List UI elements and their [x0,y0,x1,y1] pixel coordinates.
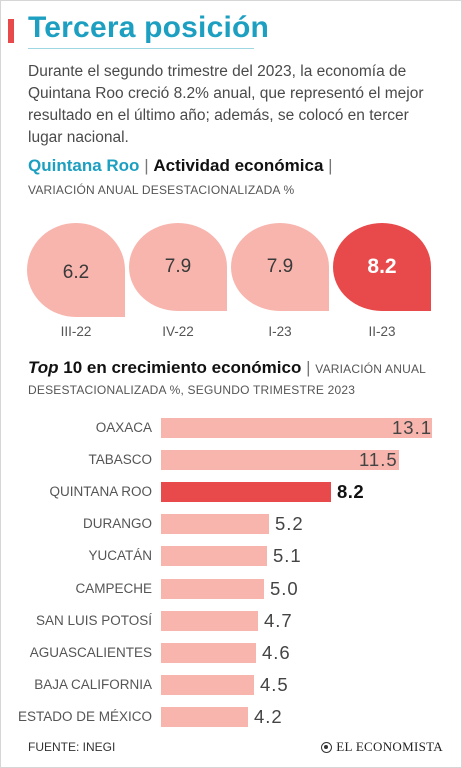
brand-icon [321,741,333,753]
ranking-row: DURANGO 5.2 [1,512,461,536]
growth-bar [161,610,258,631]
ranking-row: TABASCO 11.5 [1,448,461,472]
growth-bar [161,482,331,503]
state-label: BAJA CALIFORNIA [34,676,152,692]
page-title: Tercera posición [28,11,270,44]
growth-value-label: 4.5 [260,673,289,695]
title-separator: | [306,358,311,377]
state-label: DURANGO [82,516,152,532]
quarterly-chart-place: Quintana Roo [28,156,140,175]
intro-paragraph: Durante el segundo trimestre del 2023, l… [28,63,424,146]
growth-bar [161,706,248,727]
quarter-label-i-23: I-23 [268,324,292,339]
quarter-value-ii-23: 8.2 [333,223,431,311]
quarterly-chart-topic: Actividad económica [153,156,324,175]
quarterly-chart-subtitle: VARIACIÓN ANUAL DESESTACIONALIZADA % [28,183,295,197]
growth-bar [161,418,432,438]
quarter-label-iii-22: III-22 [60,324,92,339]
title-accent-bar [8,19,14,43]
growth-value-label: 4.6 [262,641,291,663]
ranking-chart-title: Top 10 en crecimiento económico | VARIAC… [28,358,438,400]
ranking-row: CAMPECHE 5.0 [1,577,461,601]
quarter-label-iv-22: IV-22 [162,324,194,339]
ranking-row: OAXACA 13.1 [1,416,461,440]
brand-logo: EL ECONOMISTA [321,739,443,755]
state-label: TABASCO [88,452,152,468]
ranking-row: SAN LUIS POTOSÍ 4.7 [1,609,461,633]
growth-bar [161,450,399,471]
state-label: OAXACA [95,420,152,435]
growth-value-label: 11.5 [359,449,398,471]
title-separator: | [328,156,333,175]
state-label: ESTADO DE MÉXICO [17,708,152,724]
state-label: SAN LUIS POTOSÍ [35,612,152,628]
state-label: YUCATÁN [88,548,152,564]
ranking-row: YUCATÁN 5.1 [1,544,461,568]
brand-name: EL ECONOMISTA [336,739,443,754]
ranking-chart-subtitle: VARIACIÓN ANUAL DESESTACIONALIZADA %, SE… [28,362,426,397]
growth-bar [161,578,264,599]
quarter-label-ii-23: II-23 [368,324,396,339]
growth-value-label: 8.2 [337,481,365,503]
growth-value-label: 4.2 [254,705,283,727]
ranking-chart-title-text: 10 en crecimiento económico [63,358,302,377]
growth-value-label: 13.1 [392,417,433,438]
ranking-row: AGUASCALIENTES 4.6 [1,641,461,665]
quarter-value-i-23: 7.9 [231,223,329,311]
growth-value-label: 5.0 [270,577,299,599]
state-label: QUINTANA ROO [49,484,152,500]
growth-value-label: 4.7 [264,609,293,631]
state-label: AGUASCALIENTES [29,644,152,660]
growth-bar [161,514,269,535]
ranking-row: QUINTANA ROO 8.2 [1,480,461,504]
growth-value-label: 5.2 [275,513,304,535]
growth-bar [161,674,254,695]
growth-bar [161,546,267,567]
ranking-chart-title-emphasis: Top [28,358,59,377]
growth-bar [161,642,256,663]
ranking-row: ESTADO DE MÉXICO 4.2 [1,705,461,729]
quarterly-chart-title: Quintana Roo | Actividad económica | [28,156,333,176]
title-underline [28,48,254,49]
growth-value-label: 5.1 [273,545,302,567]
state-label: CAMPECHE [75,580,152,596]
quarter-value-iv-22: 7.9 [129,223,227,311]
ranking-row: BAJA CALIFORNIA 4.5 [1,673,461,697]
title-separator: | [144,156,149,175]
source-note: FUENTE: INEGI [28,740,116,754]
quarter-value-iii-22: 6.2 [27,223,125,317]
